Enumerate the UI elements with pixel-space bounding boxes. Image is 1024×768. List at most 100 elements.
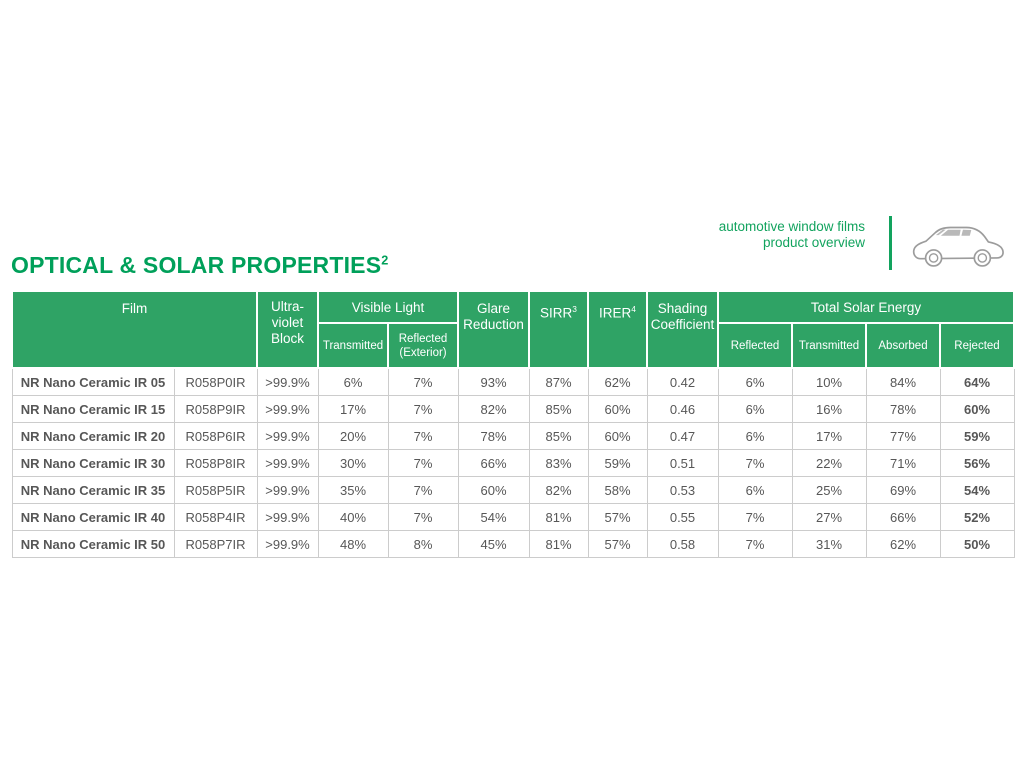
cell-vl-reflected: 7% [387, 476, 459, 504]
table-row: NR Nano Ceramic IR 50 R058P7IR >99.9% 48% 8%… [11, 530, 1015, 558]
cell-tse-absorbed: 71% [865, 449, 941, 477]
cell-tse-absorbed: 78% [865, 395, 941, 423]
cell-glare-reduction: 82% [457, 395, 530, 423]
cell-code: R058P9IR [173, 395, 258, 423]
cell-irer: 57% [587, 530, 648, 558]
cell-tse-absorbed: 84% [865, 367, 941, 396]
tagline-line-2: product overview [762, 235, 865, 250]
cell-uv-block: >99.9% [256, 530, 319, 558]
optical-solar-properties-table: Film Ultra- violet Block Visible Light G… [11, 290, 1015, 558]
cell-tse-transmitted: 27% [791, 503, 867, 531]
cell-vl-reflected: 7% [387, 449, 459, 477]
cell-vl-transmitted: 6% [317, 367, 389, 396]
table-row: NR Nano Ceramic IR 20 R058P6IR >99.9% 20% 7%… [11, 422, 1015, 450]
cell-tse-transmitted: 25% [791, 476, 867, 504]
header-sirr-text: SIRR [540, 305, 573, 321]
tagline-line-1: automotive window films [718, 219, 865, 234]
cell-vl-reflected: 7% [387, 367, 459, 396]
cell-tse-transmitted: 16% [791, 395, 867, 423]
cell-uv-block: >99.9% [256, 503, 319, 531]
cell-irer: 62% [587, 367, 648, 396]
header-uv-block: Ultra- violet Block [256, 290, 319, 369]
cell-uv-block: >99.9% [256, 395, 319, 423]
cell-vl-reflected: 7% [387, 422, 459, 450]
cell-uv-block: >99.9% [256, 476, 319, 504]
header-film: Film [11, 290, 258, 369]
cell-shading-coefficient: 0.53 [646, 476, 719, 504]
cell-code: R058P8IR [173, 449, 258, 477]
cell-tse-transmitted: 10% [791, 367, 867, 396]
cell-sirr: 82% [528, 476, 589, 504]
table-row: NR Nano Ceramic IR 15 R058P9IR >99.9% 17% 7%… [11, 395, 1015, 423]
cell-tse-reflected: 6% [717, 422, 793, 450]
cell-tse-absorbed: 77% [865, 422, 941, 450]
masthead-tagline: automotive window films product overview [719, 219, 865, 251]
cell-tse-reflected: 7% [717, 449, 793, 477]
cell-sirr: 83% [528, 449, 589, 477]
cell-film: NR Nano Ceramic IR 15 [11, 395, 175, 423]
cell-irer: 59% [587, 449, 648, 477]
header-uv-block-line2: violet [271, 315, 304, 330]
cell-tse-rejected: 50% [939, 530, 1015, 558]
cell-shading-coefficient: 0.46 [646, 395, 719, 423]
table-row: NR Nano Ceramic IR 30 R058P8IR >99.9% 30% 7%… [11, 449, 1015, 477]
cell-tse-rejected: 60% [939, 395, 1015, 423]
cell-glare-reduction: 54% [457, 503, 530, 531]
cell-tse-rejected: 52% [939, 503, 1015, 531]
subheader-visible-light-transmitted: Transmitted [317, 322, 389, 369]
subheader-tse-reflected: Reflected [717, 322, 793, 369]
cell-tse-absorbed: 66% [865, 503, 941, 531]
cell-shading-coefficient: 0.51 [646, 449, 719, 477]
header-uv-block-line1: Ultra- [271, 299, 304, 314]
cell-tse-reflected: 6% [717, 395, 793, 423]
cell-tse-absorbed: 62% [865, 530, 941, 558]
cell-shading-coefficient: 0.47 [646, 422, 719, 450]
cell-tse-rejected: 59% [939, 422, 1015, 450]
cell-code: R058P4IR [173, 503, 258, 531]
subheader-visible-light-reflected-exterior: Reflected (Exterior) [387, 322, 459, 369]
header-irer-text: IRER [599, 305, 632, 321]
header-uv-block-line3: Block [270, 331, 304, 346]
cell-tse-rejected: 64% [939, 367, 1015, 396]
cell-vl-reflected: 7% [387, 395, 459, 423]
header-shading-coefficient: Shading Coefficient [646, 290, 719, 369]
cell-film: NR Nano Ceramic IR 20 [11, 422, 175, 450]
cell-vl-transmitted: 17% [317, 395, 389, 423]
cell-glare-reduction: 45% [457, 530, 530, 558]
cell-uv-block: >99.9% [256, 367, 319, 396]
table-row: NR Nano Ceramic IR 40 R058P4IR >99.9% 40% 7%… [11, 503, 1015, 531]
cell-sirr: 85% [528, 395, 589, 423]
header-total-solar-energy: Total Solar Energy [717, 290, 1015, 324]
cell-vl-transmitted: 40% [317, 503, 389, 531]
cell-irer: 60% [587, 422, 648, 450]
cell-code: R058P7IR [173, 530, 258, 558]
cell-code: R058P0IR [173, 367, 258, 396]
cell-film: NR Nano Ceramic IR 35 [11, 476, 175, 504]
cell-vl-transmitted: 35% [317, 476, 389, 504]
cell-uv-block: >99.9% [256, 449, 319, 477]
cell-film: NR Nano Ceramic IR 50 [11, 530, 175, 558]
cell-glare-reduction: 78% [457, 422, 530, 450]
cell-shading-coefficient: 0.58 [646, 530, 719, 558]
cell-vl-transmitted: 30% [317, 449, 389, 477]
header-sirr: SIRR3 [528, 290, 589, 369]
cell-film: NR Nano Ceramic IR 05 [11, 367, 175, 396]
cell-shading-coefficient: 0.42 [646, 367, 719, 396]
cell-vl-reflected: 7% [387, 503, 459, 531]
cell-sirr: 85% [528, 422, 589, 450]
cell-irer: 58% [587, 476, 648, 504]
cell-vl-transmitted: 20% [317, 422, 389, 450]
cell-tse-rejected: 56% [939, 449, 1015, 477]
cell-vl-transmitted: 48% [317, 530, 389, 558]
cell-glare-reduction: 60% [457, 476, 530, 504]
cell-tse-transmitted: 22% [791, 449, 867, 477]
header-irer: IRER4 [587, 290, 648, 369]
cell-film: NR Nano Ceramic IR 30 [11, 449, 175, 477]
header-glare-reduction: Glare Reduction [457, 290, 530, 369]
cell-irer: 57% [587, 503, 648, 531]
cell-tse-reflected: 7% [717, 503, 793, 531]
cell-tse-reflected: 7% [717, 530, 793, 558]
header-sirr-superscript: 3 [572, 304, 577, 314]
cell-code: R058P5IR [173, 476, 258, 504]
